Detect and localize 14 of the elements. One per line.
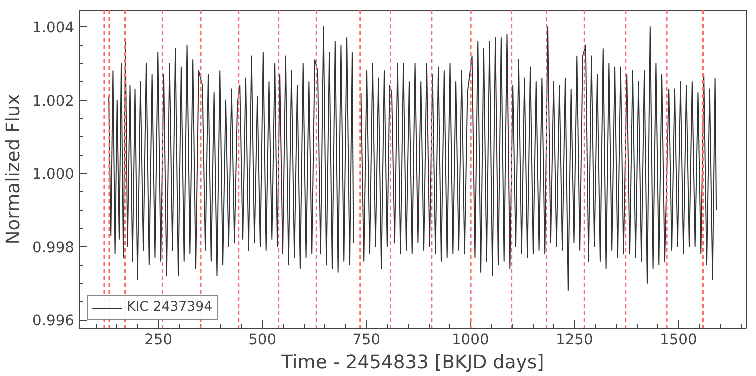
y-tick-label: 1.000	[32, 166, 75, 184]
y-tick-label: 0.998	[32, 239, 75, 256]
y-tick-label: 0.996	[32, 312, 75, 330]
x-axis-title: Time - 2454833 [BKJD days]	[280, 352, 544, 374]
y-tick-label: 1.004	[32, 19, 75, 36]
y-tick-label: 1.002	[32, 92, 75, 110]
x-tick-label: 1500	[660, 332, 698, 348]
x-tick-label: 250	[144, 332, 173, 348]
legend-label: KIC 2437394	[127, 300, 213, 315]
x-tick-label: 1000	[452, 332, 490, 348]
y-axis-title: Normalized Flux	[4, 94, 25, 245]
x-tick-label: 750	[352, 332, 381, 348]
x-tick-label: 1250	[556, 332, 594, 348]
x-tick-label: 500	[248, 332, 277, 348]
